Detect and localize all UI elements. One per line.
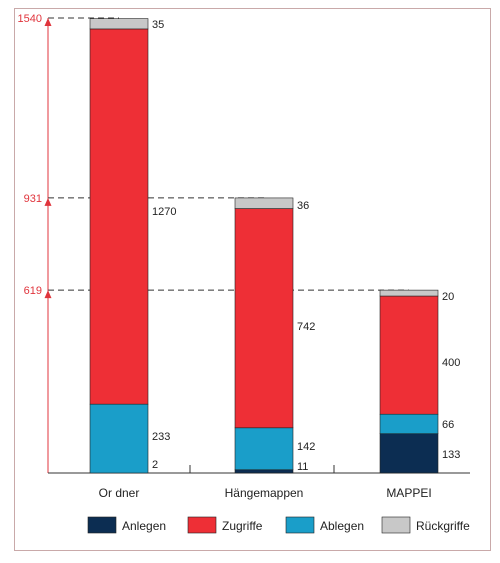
reference-arrow-head [44, 197, 52, 206]
bar-segment [234, 427, 294, 471]
legend-label: Zugriffe [222, 519, 263, 533]
legend-label: Anlegen [122, 519, 166, 533]
legend-swatch [87, 516, 117, 534]
legend-swatch [285, 516, 315, 534]
bar-segment [89, 18, 149, 30]
bar-segment [89, 403, 149, 474]
bar-segment [89, 28, 149, 405]
value-label: 2 [152, 459, 158, 471]
legend-swatch [381, 516, 411, 534]
value-label: 400 [442, 357, 460, 369]
legend-label: Ablegen [320, 519, 364, 533]
value-label: 35 [152, 19, 164, 31]
value-label: 20 [442, 291, 454, 303]
value-label: 233 [152, 431, 170, 443]
reference-arrow-head [44, 18, 52, 26]
category-labels: Or dner Hängemappen MAPPEI [99, 486, 432, 500]
category-label: Hängemappen [225, 486, 304, 500]
legend: Anlegen Zugriffe Ablegen Rückgriffe [87, 516, 470, 534]
value-label: 742 [297, 321, 315, 333]
value-label: 133 [442, 449, 460, 461]
bar-segment [234, 469, 294, 474]
bar-segment [234, 197, 294, 209]
legend-label: Rückgriffe [416, 519, 470, 533]
category-label: MAPPEI [386, 486, 431, 500]
bar-segment [379, 289, 439, 297]
value-labels: 2 233 1270 35 11 142 742 36 133 66 400 20 [152, 19, 460, 473]
value-label: 66 [442, 419, 454, 431]
reference-label: 931 [24, 193, 42, 205]
reference-label: 1540 [18, 13, 42, 25]
bars [89, 18, 439, 474]
bar-segment [379, 433, 439, 474]
reference-label: 619 [24, 285, 42, 297]
value-label: 36 [297, 200, 309, 212]
value-label: 142 [297, 441, 315, 453]
chart-frame [14, 8, 491, 551]
bar-segment [379, 413, 439, 435]
reference-lines: 1540 931 619 [18, 13, 409, 473]
value-label: 1270 [152, 206, 176, 218]
category-label: Or dner [99, 486, 140, 500]
value-label: 11 [297, 461, 308, 473]
legend-swatch [187, 516, 217, 534]
reference-arrow-head [44, 290, 52, 299]
bar-segment [379, 295, 439, 415]
bar-segment [234, 208, 294, 429]
